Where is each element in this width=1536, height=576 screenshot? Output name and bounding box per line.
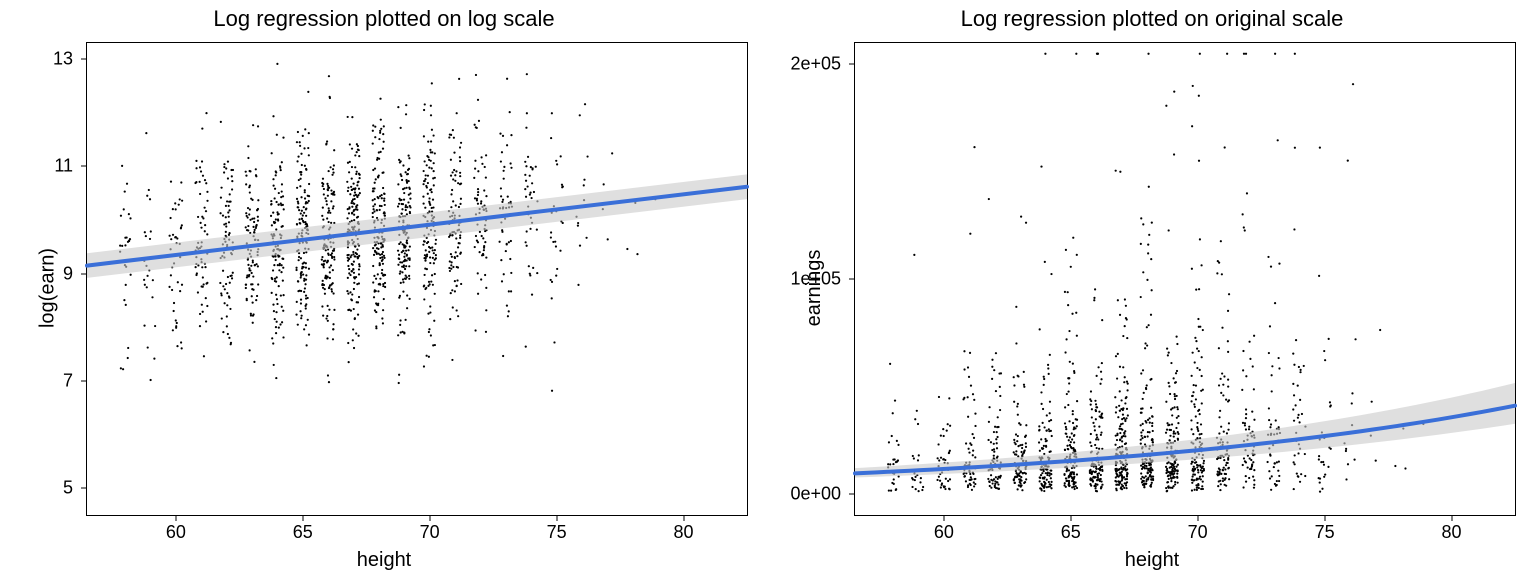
y-tick-label: 1e+05 — [790, 269, 841, 290]
y-tick-label: 2e+05 — [790, 54, 841, 75]
left-ylabel: log(earn) — [37, 248, 60, 328]
y-tick — [849, 493, 855, 494]
x-tick — [1070, 515, 1071, 521]
x-tick — [302, 515, 303, 521]
y-tick-label: 5 — [63, 478, 73, 499]
x-tick-label: 70 — [420, 522, 440, 543]
confidence-ribbon — [855, 383, 1515, 478]
regression-line — [87, 187, 747, 266]
y-tick — [849, 279, 855, 280]
x-tick — [429, 515, 430, 521]
left-xlabel: height — [0, 549, 768, 572]
y-tick — [81, 488, 87, 489]
x-tick — [175, 515, 176, 521]
y-tick — [81, 273, 87, 274]
y-tick-label: 13 — [53, 49, 73, 70]
x-tick — [943, 515, 944, 521]
right-title: Log regression plotted on original scale — [768, 6, 1536, 32]
y-tick — [81, 380, 87, 381]
x-tick-label: 70 — [1188, 522, 1208, 543]
y-tick-label: 0e+00 — [790, 483, 841, 504]
y-tick — [849, 64, 855, 65]
y-tick-label: 7 — [63, 370, 73, 391]
left-title: Log regression plotted on log scale — [0, 6, 768, 32]
x-tick — [1197, 515, 1198, 521]
y-tick-label: 9 — [63, 263, 73, 284]
y-tick — [81, 166, 87, 167]
x-tick-label: 60 — [166, 522, 186, 543]
x-tick-label: 75 — [1315, 522, 1335, 543]
right-xlabel: height — [768, 549, 1536, 572]
x-tick — [1451, 515, 1452, 521]
right-svg — [855, 43, 1515, 515]
left-plotarea: 60657075805791113 — [86, 42, 748, 516]
x-tick-label: 60 — [934, 522, 954, 543]
left-svg — [87, 43, 747, 515]
y-tick-label: 11 — [54, 156, 73, 177]
right-panel: Log regression plotted on original scale… — [768, 0, 1536, 576]
x-tick-label: 65 — [1061, 522, 1081, 543]
x-tick — [556, 515, 557, 521]
x-tick-label: 75 — [547, 522, 567, 543]
y-tick — [81, 59, 87, 60]
x-tick-label: 80 — [1442, 522, 1462, 543]
x-tick — [1324, 515, 1325, 521]
left-panel: Log regression plotted on log scale log(… — [0, 0, 768, 576]
x-tick — [683, 515, 684, 521]
x-tick-label: 65 — [293, 522, 313, 543]
x-tick-label: 80 — [674, 522, 694, 543]
right-plotarea: 60657075800e+001e+052e+05 — [854, 42, 1516, 516]
figure-wrap: Log regression plotted on log scale log(… — [0, 0, 1536, 576]
